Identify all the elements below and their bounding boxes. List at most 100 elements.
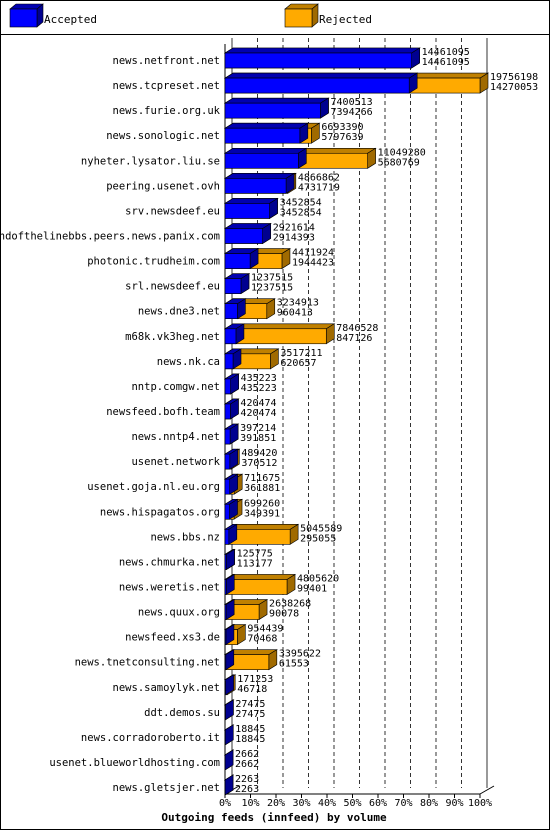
bar-accepted-16 — [223, 448, 239, 470]
value-label-rejected-7: 2921614 — [273, 222, 315, 233]
bar-accepted-1-front — [224, 77, 410, 94]
legend-swatch-rejected — [284, 3, 319, 28]
tick-label-1: 10% — [241, 798, 259, 809]
bar-accepted-25 — [223, 674, 235, 696]
value-label-accepted-28: 2662 — [235, 759, 259, 770]
value-label-rejected-26: 27475 — [235, 699, 265, 710]
value-label-rejected-4: 11049280 — [378, 147, 426, 158]
tick-label-3: 30% — [292, 798, 310, 809]
bar-accepted-17 — [223, 473, 239, 495]
value-label-rejected-19: 5045589 — [300, 523, 342, 534]
bar-accepted-5 — [223, 172, 296, 194]
bar-accepted-2-top — [223, 97, 330, 104]
value-label-accepted-22: 90078 — [269, 609, 299, 620]
value-label-accepted-17: 361881 — [244, 483, 280, 494]
value-label-accepted-7: 2914393 — [273, 232, 315, 243]
value-label-rejected-9: 1237515 — [251, 273, 293, 284]
category-label-9: srl.newsdeef.eu — [125, 281, 220, 293]
value-label-accepted-15: 391851 — [240, 433, 276, 444]
value-label-accepted-18: 349391 — [244, 508, 280, 519]
bar-accepted-19 — [223, 523, 238, 545]
category-label-7: endofthelinebbs.peers.news.panix.com — [0, 230, 220, 242]
bar-accepted-24-front — [224, 654, 227, 670]
legend-swatch-accepted — [9, 3, 44, 28]
bar-accepted-9-front — [224, 278, 242, 294]
tick-label-10: 100% — [468, 798, 492, 809]
value-label-rejected-11: 7846528 — [336, 323, 378, 334]
value-label-accepted-6: 3452854 — [280, 207, 322, 218]
value-label-accepted-10: 960413 — [277, 308, 313, 319]
bar-accepted-8 — [223, 248, 260, 270]
legend-label-rejected: Rejected — [319, 13, 372, 26]
bar-rejected-24 — [223, 649, 278, 671]
category-label-5: peering.usenet.ovh — [106, 180, 220, 192]
bar-accepted-26 — [223, 699, 235, 721]
bar-accepted-0-front — [224, 52, 412, 69]
value-label-rejected-24: 3395622 — [279, 649, 321, 660]
bar-rejected-19 — [223, 523, 300, 545]
value-label-accepted-8: 1944423 — [292, 258, 334, 269]
bar-accepted-4-top — [223, 147, 308, 154]
bar-accepted-5-top — [223, 173, 296, 179]
tick-label-2: 20% — [267, 798, 285, 809]
bar-accepted-0 — [223, 47, 421, 69]
category-label-24: news.tnetconsulting.net — [75, 657, 220, 669]
bar-accepted-7 — [223, 222, 272, 245]
value-label-rejected-23: 954439 — [247, 624, 283, 635]
bar-accepted-15 — [223, 423, 240, 445]
bar-accepted-3 — [223, 122, 309, 144]
category-label-23: newsfeed.xs3.de — [125, 632, 220, 644]
value-label-accepted-26: 27475 — [235, 709, 265, 720]
bar-accepted-19-front — [224, 529, 230, 545]
value-label-accepted-5: 4731719 — [298, 182, 340, 193]
value-label-rejected-0: 14461095 — [422, 47, 470, 58]
bar-accepted-18 — [223, 498, 239, 520]
bar-accepted-13 — [223, 373, 240, 395]
category-label-26: ddt.demos.su — [144, 707, 220, 719]
category-labels: news.netfront.net news.tcpreset.net news.f… — [0, 55, 221, 794]
category-label-0: news.netfront.net — [113, 55, 220, 67]
bar-accepted-10-front — [224, 303, 238, 320]
value-label-accepted-29: 2263 — [235, 784, 259, 795]
value-label-accepted-20: 113177 — [237, 558, 273, 569]
bar-accepted-22-front — [224, 604, 227, 620]
bar-accepted-6 — [223, 197, 279, 219]
bar-accepted-8-front — [224, 253, 251, 269]
category-label-16: usenet.network — [131, 456, 220, 468]
value-label-accepted-25: 46718 — [237, 684, 267, 695]
bar-accepted-1 — [223, 72, 419, 94]
bar-accepted-11-front — [224, 328, 237, 345]
bar-accepted-22 — [223, 598, 236, 621]
category-label-4: nyheter.lysator.liu.se — [81, 155, 220, 167]
value-label-accepted-11: 847126 — [336, 333, 372, 344]
bar-accepted-12 — [223, 348, 243, 370]
value-label-rejected-6: 3452854 — [280, 197, 322, 208]
bar-accepted-15-front — [224, 428, 231, 445]
bar-accepted-27 — [223, 724, 235, 746]
category-label-21: news.weretis.net — [119, 581, 220, 593]
category-label-19: news.bbs.nz — [150, 531, 220, 543]
value-label-rejected-16: 489420 — [241, 448, 277, 459]
tick-label-5: 50% — [343, 798, 361, 809]
category-label-14: newsfeed.bofh.team — [106, 406, 220, 418]
bar-accepted-6-front — [224, 203, 270, 219]
x-axis-ticks: 0% 10% 20% 30% 40% 50% 60% 70% 80% 90% 100% — [219, 794, 492, 809]
category-label-29: news.gletsjer.net — [113, 782, 220, 794]
bar-accepted-25-front — [224, 679, 226, 696]
value-label-accepted-24: 61553 — [279, 659, 309, 670]
value-label-accepted-4: 5680769 — [378, 157, 420, 168]
value-label-accepted-16: 370512 — [241, 458, 277, 469]
bar-accepted-20 — [223, 548, 236, 570]
value-label-rejected-5: 4866862 — [298, 172, 340, 183]
value-label-accepted-19: 295055 — [300, 533, 336, 544]
bar-rejected-21 — [223, 573, 297, 596]
category-label-8: photonic.trudheim.com — [87, 256, 220, 268]
bar-accepted-12-front — [224, 353, 234, 370]
value-label-accepted-27: 18845 — [235, 734, 265, 745]
category-label-1: news.tcpreset.net — [113, 80, 220, 92]
value-label-rejected-14: 420474 — [240, 398, 276, 409]
category-label-11: m68k.vk3heg.net — [125, 331, 220, 343]
bar-accepted-16-front — [224, 453, 231, 470]
value-label-rejected-29: 2263 — [235, 774, 259, 785]
value-labels: 1446109514461095197561981427005374005137… — [235, 47, 538, 795]
